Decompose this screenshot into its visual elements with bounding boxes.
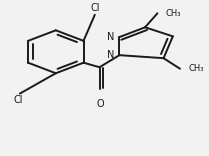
Text: CH₃: CH₃ [166, 9, 181, 18]
Text: Cl: Cl [90, 3, 99, 13]
Text: N: N [107, 50, 114, 60]
Text: CH₃: CH₃ [188, 64, 204, 73]
Text: Cl: Cl [13, 95, 23, 105]
Text: O: O [96, 99, 104, 109]
Text: N: N [107, 32, 114, 42]
